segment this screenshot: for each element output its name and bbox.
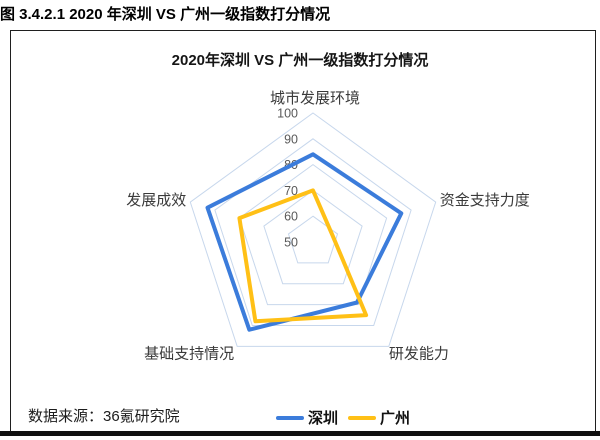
series-polygon-0 [205, 152, 404, 332]
grid-ring-70 [263, 189, 363, 285]
legend-line-swatch-guangzhou [348, 415, 377, 420]
chart-panel [10, 30, 596, 432]
axis-label-3: 基础支持情况 [144, 345, 234, 362]
data-source-label: 数据来源：36氪研究院 [28, 408, 180, 425]
legend-label-shenzhen: 深圳 [308, 410, 339, 427]
legend-item-shenzhen: 深圳 [276, 407, 338, 428]
axis-label-4: 发展成效 [126, 192, 186, 209]
grid-ring-60 [287, 215, 339, 264]
series-polygon-1 [237, 188, 369, 324]
chart-legend: 深圳 广州 [276, 407, 414, 428]
grid-ring-80 [238, 163, 388, 306]
legend-item-guangzhou: 广州 [348, 407, 410, 428]
bottom-divider [0, 431, 600, 436]
legend-line-swatch-shenzhen [276, 415, 304, 420]
tick-label-60: 60 [284, 210, 298, 224]
axis-label-0: 城市发展环境 [270, 89, 360, 107]
tick-label-50: 50 [284, 236, 298, 250]
legend-label-guangzhou: 广州 [380, 410, 411, 427]
axis-label-2: 研发能力 [389, 345, 449, 362]
tick-label-70: 70 [284, 184, 298, 198]
grid-ring-90 [214, 138, 412, 326]
tick-label-100: 100 [277, 107, 298, 121]
figure-caption: 图 3.4.2.1 2020 年深圳 VS 广州一级指数打分情况 [0, 6, 331, 23]
tick-label-90: 90 [284, 132, 298, 146]
chart-title: 2020年深圳 VS 广州一级指数打分情况 [171, 52, 429, 69]
grid-ring-100 [189, 112, 437, 347]
axis-label-1: 资金支持力度 [440, 192, 530, 209]
